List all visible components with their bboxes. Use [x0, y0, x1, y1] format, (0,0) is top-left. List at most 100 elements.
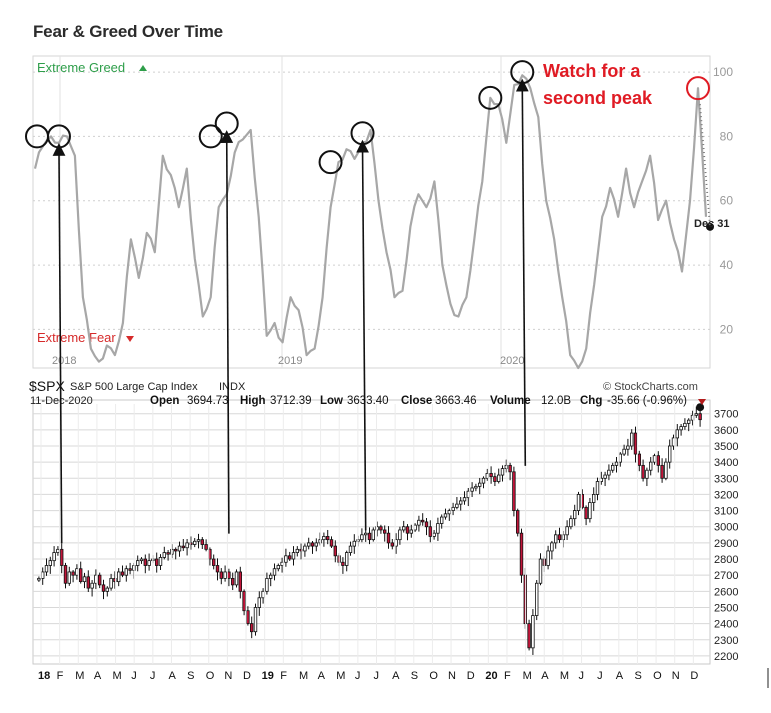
fear-greed-y-tick: 60	[720, 194, 734, 208]
candle-body	[603, 474, 607, 479]
candle-body	[630, 432, 634, 447]
spx-month-label: S	[634, 670, 641, 682]
candle-body	[56, 548, 60, 553]
callout-line-2: second peak	[543, 88, 653, 108]
callout-line-1: Watch for a	[543, 61, 641, 81]
spx-y-tick: 3600	[714, 425, 738, 437]
candle-body	[371, 529, 375, 541]
fear-greed-year-label: 2020	[500, 355, 524, 367]
spx-month-label: D	[690, 670, 698, 682]
candle-body	[447, 510, 451, 515]
candle-body	[675, 429, 679, 439]
candle-body	[303, 545, 307, 552]
candle-body	[496, 474, 501, 482]
candle-body	[189, 542, 193, 545]
fear-greed-year-label: 2019	[278, 355, 302, 367]
spx-y-tick: 3000	[714, 522, 738, 534]
spx-month-label: A	[318, 670, 326, 682]
candle-body	[284, 555, 288, 563]
candle-body	[185, 542, 189, 549]
candle-body	[626, 445, 630, 450]
candle-body	[660, 464, 664, 479]
candle-body	[295, 548, 299, 553]
candle-body	[565, 526, 569, 536]
candle-body	[348, 545, 353, 553]
candle-body	[633, 432, 638, 455]
candle-body	[322, 536, 326, 541]
candle-body	[265, 578, 269, 592]
chg-value: -35.66 (-0.96%)	[607, 395, 687, 407]
candle-body	[546, 550, 550, 566]
candle-body	[211, 558, 216, 566]
candle-body	[360, 534, 364, 541]
candle-body	[462, 497, 467, 502]
candle-body	[455, 503, 459, 508]
candle-body	[249, 623, 254, 633]
spx-month-label: M	[299, 670, 308, 682]
spx-month-label: S	[411, 670, 418, 682]
open-label: Open	[150, 395, 179, 407]
candle-body	[580, 494, 584, 508]
candle-body	[215, 565, 220, 573]
candle-body	[428, 526, 432, 537]
spx-y-tick: 3300	[714, 473, 738, 485]
candle-body	[67, 571, 71, 584]
spx-month-label: J	[150, 670, 156, 682]
candle-body	[516, 510, 520, 534]
candle-body	[508, 464, 512, 473]
candle-body	[470, 487, 474, 492]
high-value: 3712.39	[270, 395, 312, 407]
candle-body	[86, 576, 90, 589]
candle-body	[363, 532, 368, 536]
fear-greed-y-tick: 100	[713, 65, 733, 79]
fear-greed-y-tick: 80	[720, 129, 734, 143]
spx-month-label: F	[57, 670, 64, 682]
spx-y-tick: 3500	[714, 441, 738, 453]
spx-y-ticks: 2200 2300 2400 2500 2600 2700 2800 2900 3000 3100…	[714, 409, 738, 663]
candle-body	[60, 548, 64, 566]
spx-panel	[32, 399, 711, 665]
page-title: Fear & Greed Over Time	[33, 22, 223, 41]
candle-body	[52, 552, 56, 562]
volume-label: Volume	[490, 395, 531, 407]
spx-month-label: 18	[38, 670, 50, 682]
volume-value: 12.0B	[541, 395, 571, 407]
candle-body	[569, 518, 573, 528]
spx-month-label: J	[131, 670, 137, 682]
candle-body	[253, 607, 258, 633]
candle-body	[614, 461, 619, 466]
fear-greed-peak-markers	[24, 60, 714, 231]
candle-body	[687, 419, 691, 424]
candle-body	[573, 510, 577, 520]
candle-body	[166, 552, 170, 555]
spx-y-tick: 3100	[714, 506, 738, 518]
candle-body	[576, 494, 581, 511]
candle-body	[287, 555, 292, 560]
candle-body	[90, 582, 94, 589]
candle-body	[641, 464, 645, 479]
fear-greed-year-label: 2018	[52, 355, 76, 367]
candle-body	[443, 513, 448, 518]
spx-month-label: O	[653, 670, 662, 682]
peak-arrow	[220, 130, 234, 534]
candle-body	[310, 542, 315, 547]
candle-body	[519, 532, 524, 576]
candle-body	[405, 526, 410, 534]
candle-body	[37, 578, 41, 581]
peak-arrow	[356, 139, 369, 531]
candle-body	[694, 413, 698, 416]
spx-name: S&P 500 Large Cap Index	[70, 381, 198, 393]
candle-body	[139, 558, 144, 562]
candle-body	[538, 558, 543, 584]
candle-body	[173, 548, 178, 552]
peak-circle	[478, 85, 503, 110]
close-label: Close	[401, 395, 432, 407]
candle-body	[489, 473, 493, 478]
candle-body	[352, 540, 356, 547]
spx-month-label: J	[579, 670, 585, 682]
candle-body	[535, 582, 539, 616]
spx-y-tick: 2800	[714, 554, 738, 566]
spx-month-labels: 18 F M A M J J A S O N D 19 F M A M J J A S O N D 20 F M A M J J A S O N D	[38, 404, 698, 682]
candle-body	[41, 571, 45, 579]
